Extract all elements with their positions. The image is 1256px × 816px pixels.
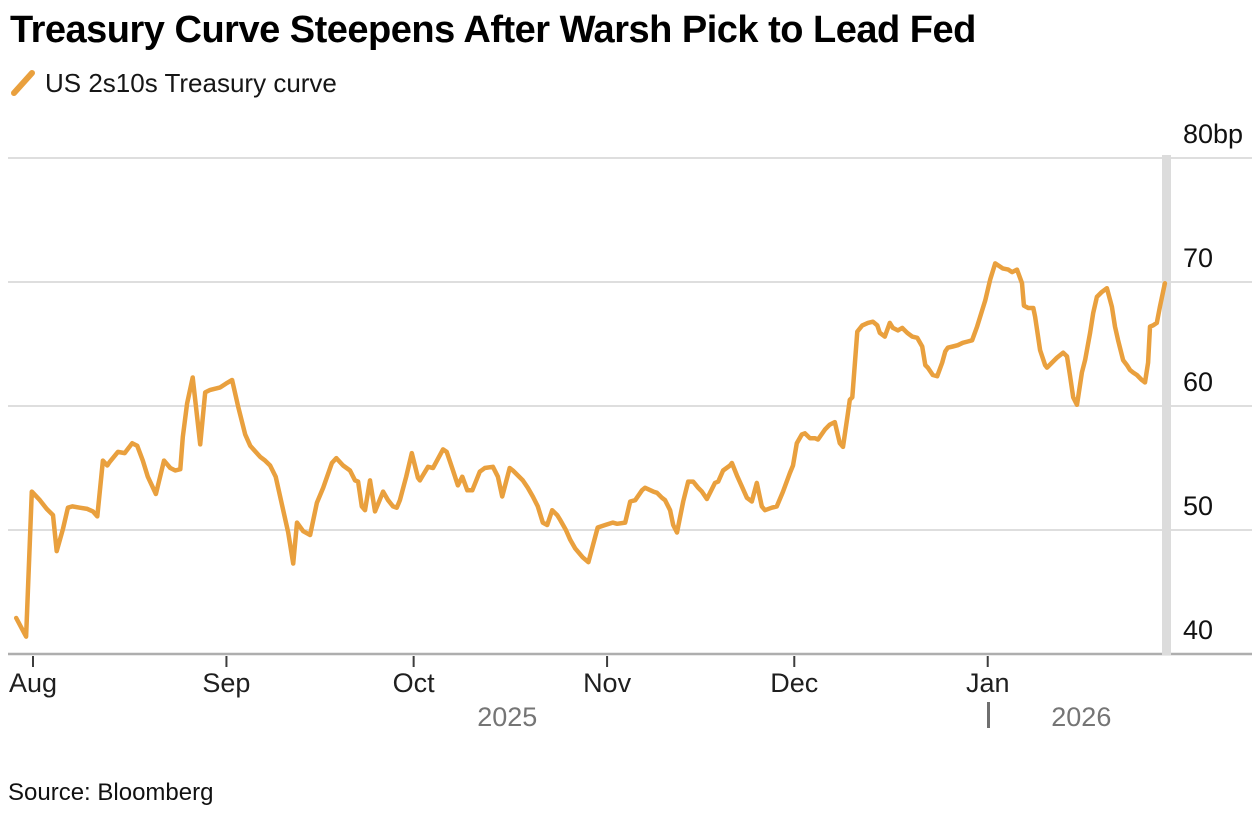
legend-line-icon (11, 70, 35, 96)
x-axis-label: Dec (770, 668, 819, 698)
y-axis-label: 80bp (1183, 119, 1244, 149)
legend-label: US 2s10s Treasury curve (45, 68, 337, 98)
x-axis-year-label: 2026 (1051, 702, 1112, 732)
treasury-curve-line (13, 261, 1168, 639)
y-axis-label: 70 (1183, 243, 1214, 273)
y-axis-label: 50 (1183, 491, 1214, 521)
chart-title: Treasury Curve Steepens After Warsh Pick… (10, 9, 976, 51)
year-divider (986, 702, 990, 728)
legend: US 2s10s Treasury curve (10, 66, 337, 100)
source-label: Source: Bloomberg (8, 779, 214, 806)
x-axis-year-label: 2025 (477, 702, 538, 732)
latest-value-bar (1162, 155, 1171, 655)
x-axis-label: Oct (392, 668, 435, 698)
x-axis-label: Nov (583, 668, 632, 698)
x-axis-label: Aug (8, 668, 58, 698)
y-axis-label: 60 (1183, 367, 1214, 397)
x-axis-label: Sep (202, 668, 251, 698)
x-axis-label: Jan (965, 668, 1010, 698)
y-axis-label: 40 (1183, 615, 1214, 645)
